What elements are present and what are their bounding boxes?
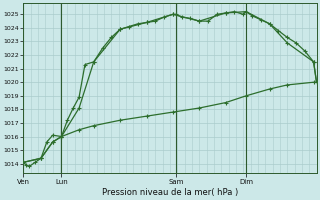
X-axis label: Pression niveau de la mer( hPa ): Pression niveau de la mer( hPa ) xyxy=(102,188,238,197)
